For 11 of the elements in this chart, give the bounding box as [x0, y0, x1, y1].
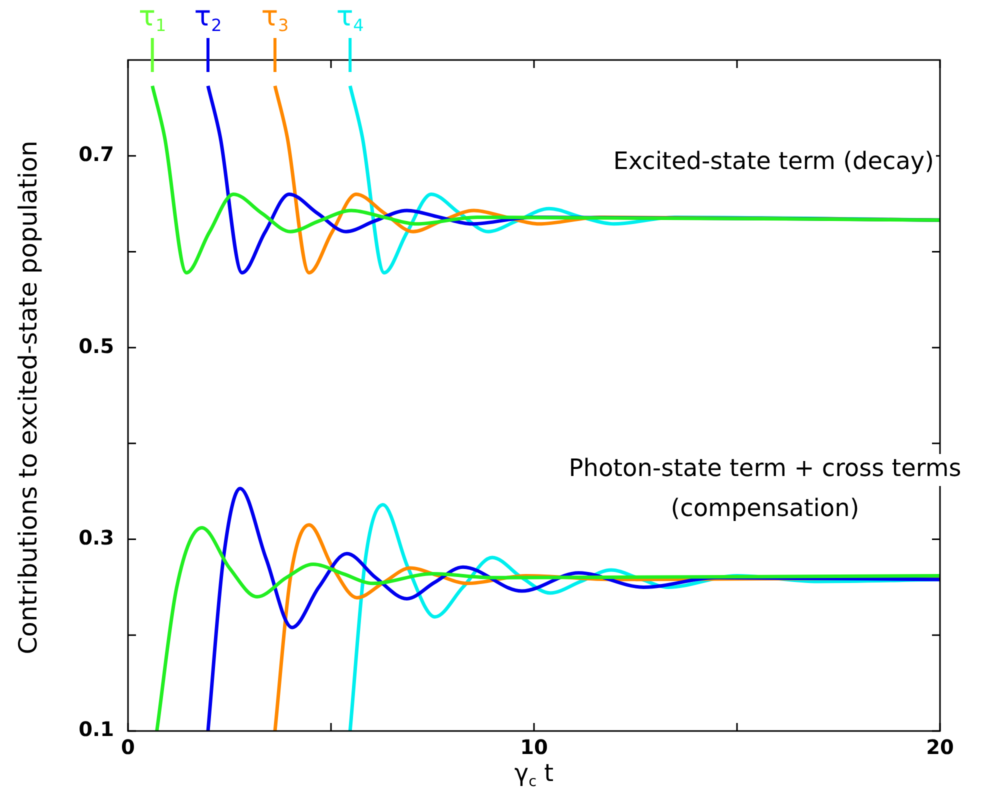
- y-tick-label: 0.7: [78, 142, 114, 166]
- y-tick-label: 0.5: [78, 334, 114, 358]
- y-tick-label: 0.3: [78, 525, 114, 550]
- x-tick-label: 20: [926, 735, 954, 760]
- line-series: [155, 526, 940, 731]
- annotation: Photon-state term + cross terms (compensation): [568, 454, 962, 522]
- y-axis-title: Contributions to excited-state population: [14, 140, 42, 654]
- x-tick-label: 0: [121, 735, 135, 760]
- annotation: Excited-state term (decay): [613, 147, 934, 176]
- x-tick-label: 10: [520, 735, 548, 760]
- y-tick-label: 0.1: [78, 717, 114, 742]
